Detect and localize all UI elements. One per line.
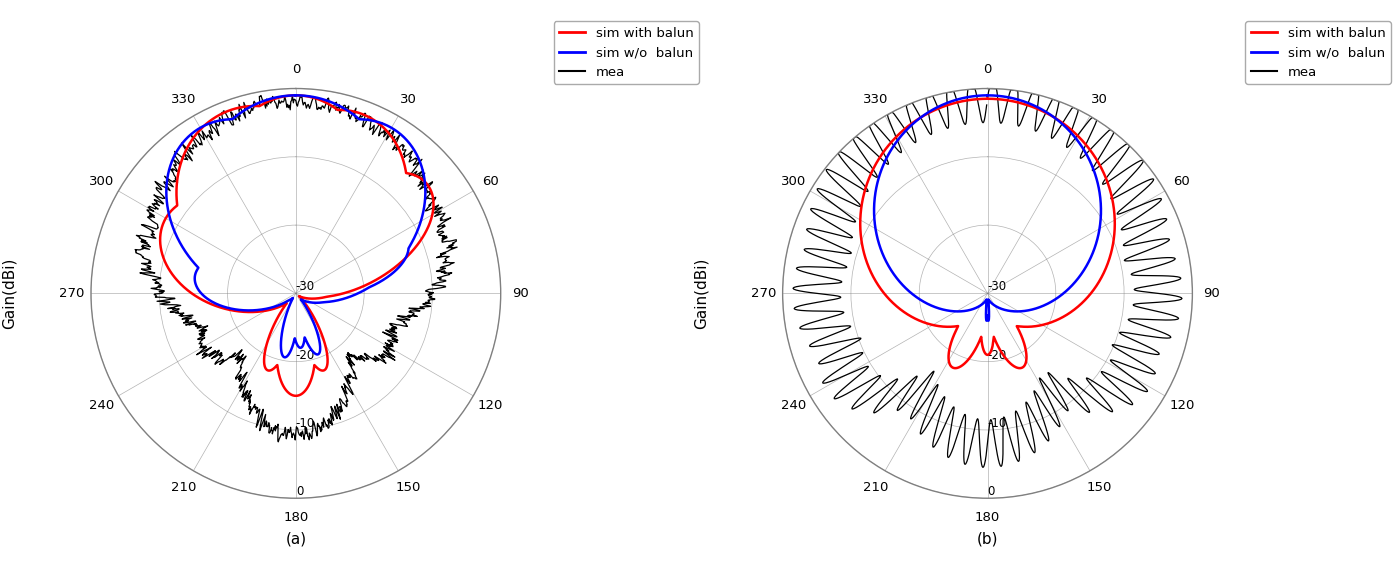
Legend: sim with balun, sim w/o  balun, mea: sim with balun, sim w/o balun, mea bbox=[554, 22, 699, 84]
Text: Gain(dBi): Gain(dBi) bbox=[693, 258, 708, 329]
Text: (a): (a) bbox=[286, 531, 307, 547]
Text: (b): (b) bbox=[977, 531, 998, 547]
Text: Gain(dBi): Gain(dBi) bbox=[1, 258, 17, 329]
Legend: sim with balun, sim w/o  balun, mea: sim with balun, sim w/o balun, mea bbox=[1246, 22, 1390, 84]
